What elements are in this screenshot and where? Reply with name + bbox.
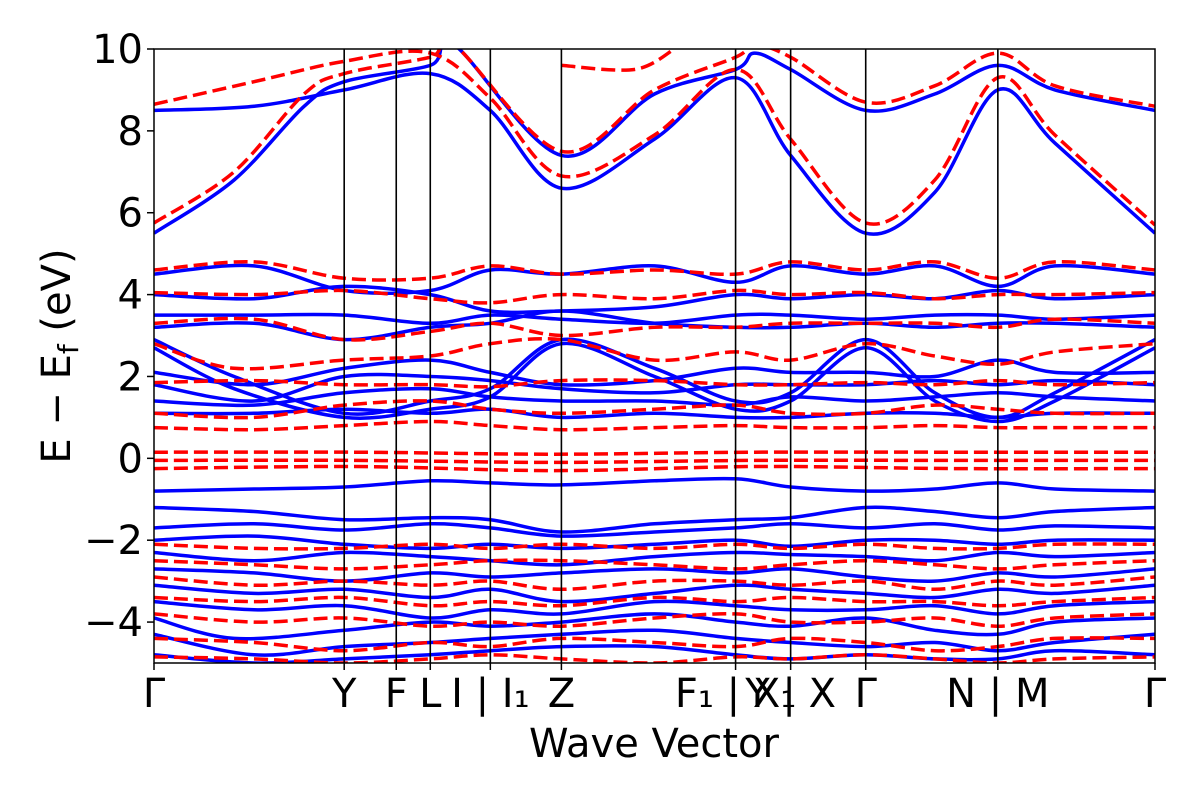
- solid-band-line-16: [154, 550, 1155, 567]
- y-axis-label-main: E − E: [34, 354, 80, 464]
- x-tick-label: Z: [548, 671, 575, 717]
- x-tick-label: Γ: [1144, 671, 1167, 717]
- kpoint-divider-lines: [343, 49, 999, 663]
- x-tick-label: Y: [331, 671, 357, 717]
- dashed-band-line-1: [154, 49, 1155, 225]
- x-tick-label: L: [419, 671, 442, 717]
- y-tick-label: −2: [84, 518, 143, 564]
- y-axis-ticks: −4 −2 0 2 4 6 8 10: [84, 27, 154, 646]
- y-tick-label: 4: [118, 273, 143, 319]
- dashed-band-line-0: [154, 49, 1155, 227]
- solid-band-line-12: [154, 476, 1155, 493]
- y-tick-label: 2: [118, 354, 143, 400]
- x-tick-label: F: [385, 671, 408, 717]
- y-tick-label: −4: [84, 600, 143, 646]
- x-tick-label: I | I₁: [451, 671, 530, 717]
- x-tick-label: Γ: [855, 671, 878, 717]
- x-tick-label: Γ: [143, 671, 166, 717]
- solid-band-line-0: [154, 71, 1155, 236]
- y-tick-label: 0: [118, 436, 143, 482]
- dashed-band-line-6: [154, 336, 1155, 371]
- dashed-band-line-10: [154, 450, 1155, 456]
- y-tick-label: 8: [118, 109, 143, 155]
- dashed-band-line-17: [154, 612, 1155, 628]
- dashed-band-line-2: [561, 49, 676, 72]
- x-tick-label: N | M: [946, 671, 1049, 717]
- y-tick-label: 10: [92, 27, 143, 73]
- x-axis-label: Wave Vector: [529, 721, 780, 767]
- y-axis-label-subscript: f: [52, 343, 85, 354]
- dashed-band-line-12: [154, 464, 1155, 473]
- dashed-band-line-11: [154, 458, 1155, 465]
- bands-layer: [154, 49, 1155, 663]
- plot-frame: [153, 48, 1156, 664]
- y-axis-label: E − Ef (eV): [34, 248, 85, 463]
- x-tick-label: Y | X: [744, 671, 836, 717]
- solid-band-line-1: [154, 49, 1155, 235]
- y-tick-label: 6: [118, 191, 143, 237]
- x-tick-label: F₁ | X₁: [675, 671, 796, 717]
- solid-band-line-14: [154, 522, 1155, 538]
- y-axis-label-unit: (eV): [34, 248, 80, 344]
